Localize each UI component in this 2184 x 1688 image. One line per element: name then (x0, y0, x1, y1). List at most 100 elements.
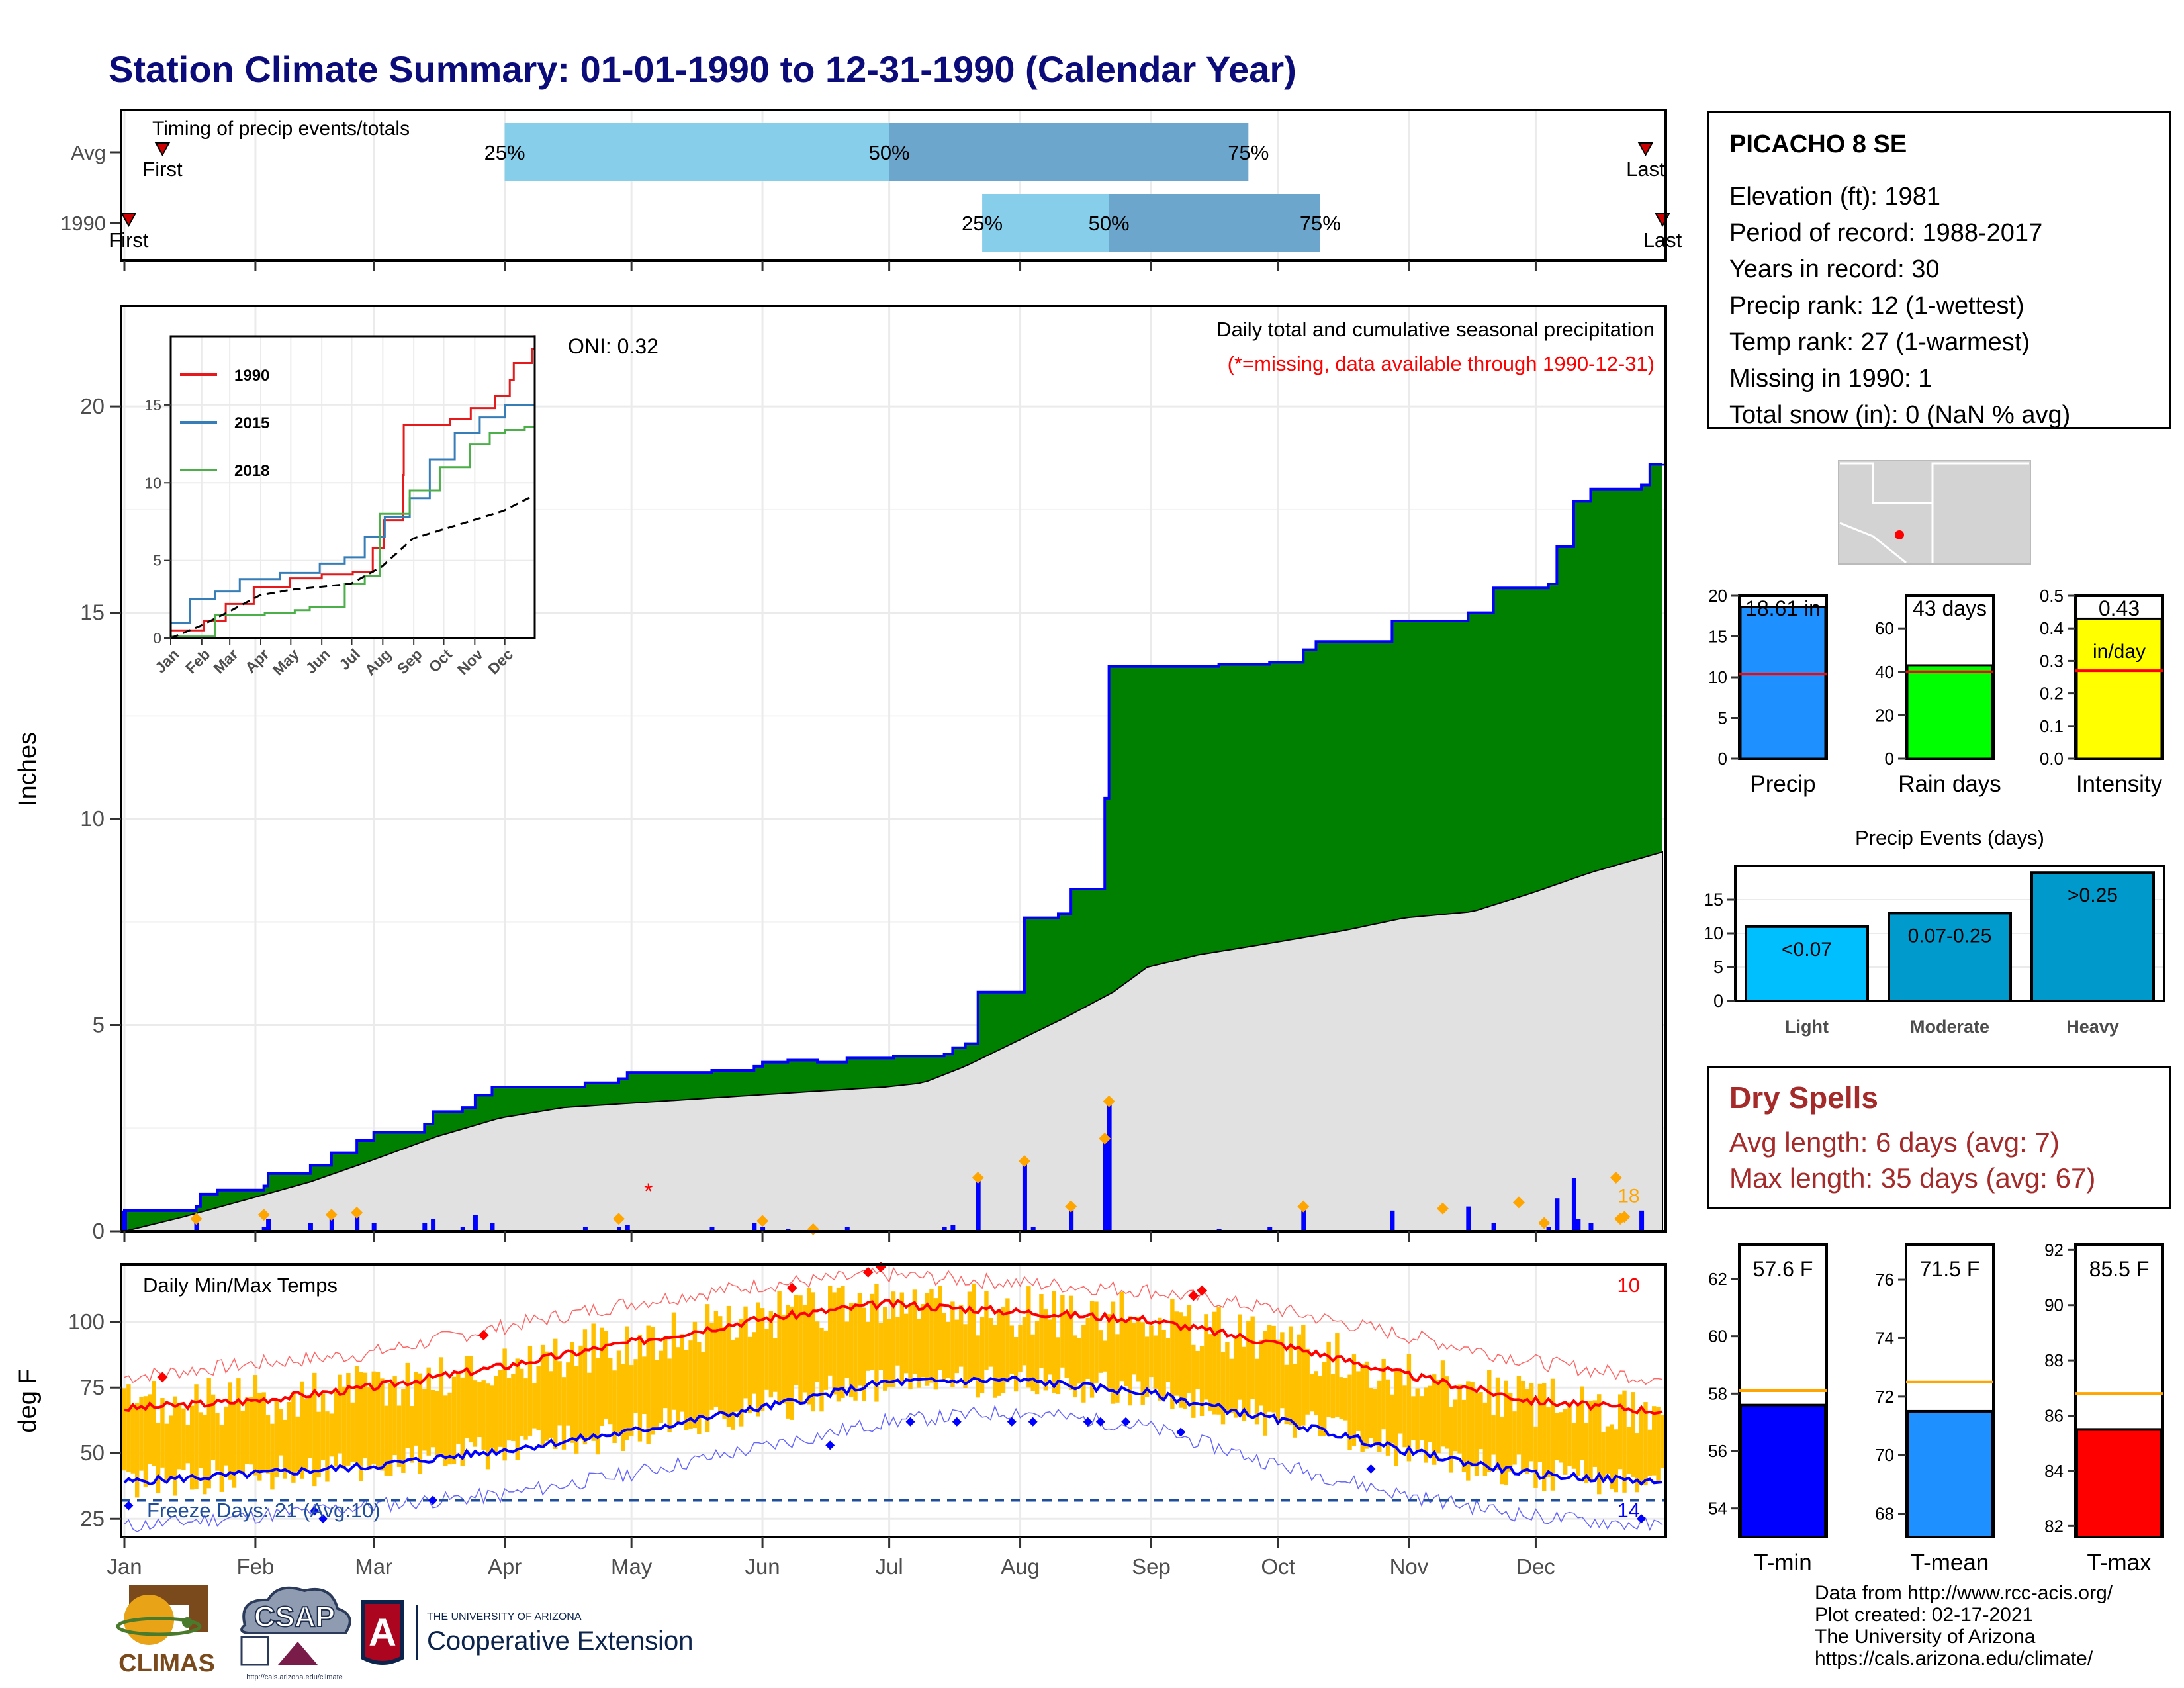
precip-daily-marker (351, 1206, 363, 1219)
temp-x-tick-label: May (611, 1554, 653, 1579)
temp-daily-bar (582, 1329, 588, 1445)
timing-first-label: First (109, 228, 149, 252)
precip-daily-marker (613, 1213, 625, 1225)
temp-daily-bar (655, 1360, 659, 1430)
precip-total-y-tick-label: 5 (1718, 708, 1727, 728)
temp-daily-bar (198, 1412, 203, 1468)
temp-daily-bar (976, 1335, 980, 1398)
temp-daily-bar (1330, 1374, 1336, 1419)
station-precip-rank: Precip rank: 12 (1-wettest) (1729, 292, 2025, 320)
temp-daily-bar (844, 1321, 849, 1378)
precip-total-y-tick-label: 60 (1875, 618, 1894, 638)
precip-total-y-tick-label: 0.3 (2040, 651, 2064, 671)
temp-total-category-label: T-mean (1911, 1550, 1989, 1575)
temp-daily-bar (946, 1321, 951, 1378)
intensity-unit-label: in/day (2093, 641, 2146, 663)
precip-events-y-tick-label: 5 (1713, 957, 1723, 977)
temp-daily-bar (1487, 1370, 1492, 1472)
temp-daily-bar (807, 1288, 811, 1405)
temp-daily-bar (122, 1388, 127, 1471)
temp-daily-bar (1030, 1334, 1035, 1391)
temp-daily-bar (185, 1424, 190, 1464)
timing-first-label: First (142, 158, 183, 181)
precip-daily-bar (194, 1219, 199, 1231)
inset-y-tick-label: 10 (144, 474, 161, 491)
temp-daily-bar (709, 1322, 714, 1410)
temp-daily-bar (1225, 1342, 1230, 1413)
temp-x-tick-label: Dec (1516, 1554, 1555, 1579)
freeze-days-label: Freeze Days: 21 (Avg:10) (147, 1499, 381, 1522)
temp-daily-bars (122, 1283, 1665, 1498)
temp-daily-bar (1445, 1376, 1449, 1449)
temp-daily-bar (828, 1286, 833, 1376)
temp-total-value-label: 71.5 F (1920, 1257, 1980, 1281)
precip-total-y-tick-label: 15 (1708, 627, 1727, 647)
temp-daily-bar (346, 1373, 351, 1466)
temp-daily-bar (1369, 1388, 1373, 1438)
temp-daily-bar (375, 1372, 381, 1468)
temp-record-min-marker (318, 1514, 328, 1524)
temp-daily-bar (494, 1376, 499, 1454)
ua-logo-big-text: Cooperative Extension (427, 1626, 693, 1656)
temp-daily-bar (883, 1307, 887, 1391)
precip-daily-bar (1571, 1178, 1576, 1231)
precip-daily-marker (1538, 1217, 1551, 1229)
temp-daily-bar (832, 1292, 837, 1395)
temp-daily-bar (895, 1317, 900, 1366)
temp-daily-bar (874, 1284, 879, 1402)
temp-daily-bar (1107, 1314, 1111, 1392)
temp-daily-bar (1390, 1394, 1394, 1444)
temp-daily-bar (359, 1372, 363, 1481)
temp-daily-bar (899, 1292, 904, 1383)
temp-record-min-marker (310, 1506, 320, 1516)
temp-daily-bar (684, 1350, 689, 1430)
timing-bar-q50-q75 (1109, 194, 1320, 252)
temp-daily-bar (1267, 1325, 1272, 1412)
temp-daily-bar (502, 1348, 507, 1461)
temp-daily-bar (701, 1352, 705, 1416)
temp-daily-bar (422, 1389, 427, 1451)
temp-daily-bar (764, 1329, 769, 1390)
temp-daily-bar (1373, 1389, 1378, 1446)
temp-daily-bar (625, 1326, 629, 1440)
temp-daily-bar (396, 1405, 402, 1467)
temp-daily-bar (743, 1306, 748, 1399)
precip-events-y-tick-label: 10 (1704, 923, 1723, 943)
temp-daily-bar (642, 1356, 647, 1415)
timing-pct-label: 50% (1089, 212, 1130, 235)
station-snow: Total snow (in): 0 (NaN % avg) (1729, 401, 2071, 429)
csap-logo-text: CSAP (254, 1601, 335, 1633)
temp-daily-bar (1559, 1412, 1563, 1463)
temp-daily-bar (265, 1415, 271, 1474)
precip-events-y-tick-label: 15 (1704, 890, 1723, 910)
temp-daily-bar (608, 1358, 613, 1425)
precip-total-bar (2075, 617, 2163, 760)
temp-x-tick-label: Sep (1132, 1554, 1171, 1579)
temp-daily-bar (435, 1390, 439, 1456)
timing-last-marker (1637, 142, 1654, 157)
temp-daily-bar (903, 1313, 909, 1374)
temp-daily-bar (1178, 1312, 1183, 1408)
temp-daily-bar (418, 1373, 423, 1474)
temp-daily-bar (993, 1325, 997, 1398)
temp-daily-bar (1085, 1317, 1090, 1379)
precip-daily-bar (582, 1227, 588, 1231)
temp-daily-bar (224, 1406, 228, 1466)
temp-daily-bar (798, 1295, 803, 1405)
dry-spells-title: Dry Spells (1729, 1080, 1878, 1115)
temp-total-value-label: 57.6 F (1753, 1257, 1813, 1281)
precip-total-y-tick-label: 0.4 (2040, 618, 2064, 638)
temp-daily-bar (1001, 1307, 1006, 1393)
ua-cooperative-extension-logo: A THE UNIVERSITY OF ARIZONA Cooperative … (361, 1600, 693, 1665)
temp-daily-bar (156, 1423, 161, 1493)
temp-daily-bar (1571, 1423, 1576, 1469)
temp-daily-bar (1233, 1336, 1238, 1418)
temp-daily-bar (392, 1376, 397, 1456)
precip-total-category-label: Intensity (2076, 771, 2163, 797)
temp-daily-bar (1377, 1380, 1382, 1452)
temp-daily-bar (1263, 1331, 1268, 1436)
temp-daily-bar (1293, 1363, 1297, 1438)
precip-total-y-tick-label: 0 (1718, 749, 1727, 769)
precip-daily-bar (844, 1227, 850, 1231)
